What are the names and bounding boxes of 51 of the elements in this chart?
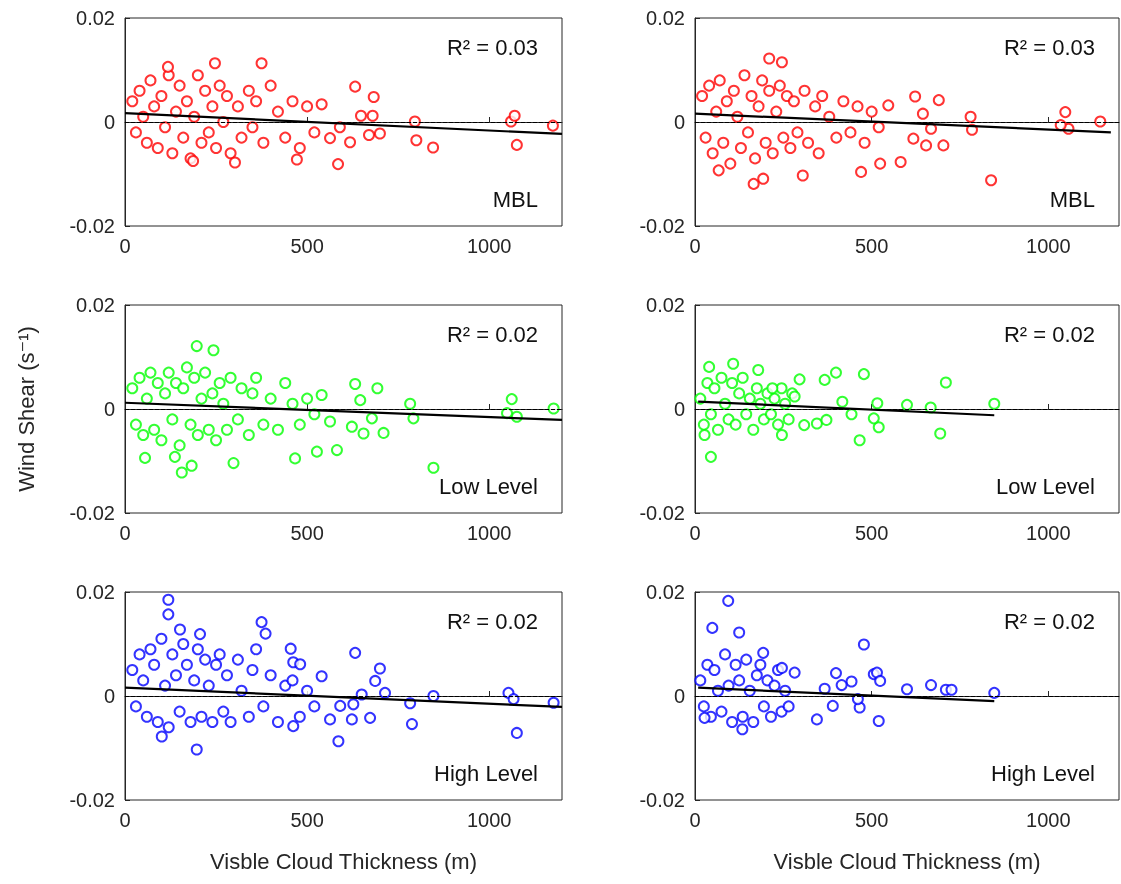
x-tick-label: 500 [854, 809, 889, 831]
annotation: R² = 0.02 [1003, 608, 1095, 634]
x-tick-label: 1000 [466, 809, 512, 831]
x-tick-label: 1000 [466, 522, 512, 544]
annotation: Low Level [438, 473, 538, 499]
annotation: R² = 0.02 [446, 608, 538, 634]
annotation: R² = 0.03 [446, 34, 538, 60]
x-tick-label: 1000 [1026, 522, 1071, 544]
x-tick-label: 500 [290, 809, 324, 831]
y-tick-label: -0.02 [69, 502, 115, 524]
x-tick-label: 500 [290, 235, 324, 257]
x-tick-label: 500 [290, 522, 324, 544]
y-tick-label: 0 [673, 398, 685, 420]
x-tick-label: 1000 [466, 235, 512, 257]
y-tick-label: 0 [103, 398, 115, 420]
x-axis-title: Visble Cloud Thickness (m) [210, 848, 477, 874]
y-tick-label: 0 [103, 685, 115, 707]
y-tick-label: 0.02 [76, 294, 115, 316]
y-tick-label: -0.02 [69, 215, 115, 237]
y-tick-label: -0.02 [639, 789, 685, 811]
annotation: MBL [1049, 186, 1095, 212]
y-tick-label: -0.02 [69, 789, 115, 811]
annotation: High Level [991, 760, 1095, 786]
x-tick-label: 0 [119, 235, 131, 257]
y-tick-label: 0.02 [646, 294, 685, 316]
annotation: High Level [434, 760, 538, 786]
x-tick-label: 0 [119, 522, 131, 544]
x-tick-label: 1000 [1026, 235, 1071, 257]
x-axis-title: Visble Cloud Thickness (m) [773, 848, 1041, 874]
y-tick-label: 0.02 [646, 581, 685, 603]
y-tick-label: 0 [673, 111, 685, 133]
y-axis-title: Wind Shear (s⁻¹) [13, 326, 39, 492]
y-tick-label: 0 [673, 685, 685, 707]
annotation: MBL [492, 186, 538, 212]
y-tick-label: 0.02 [646, 7, 685, 29]
y-tick-label: -0.02 [639, 502, 685, 524]
annotation: R² = 0.02 [446, 321, 538, 347]
y-tick-label: -0.02 [639, 215, 685, 237]
annotation: Low Level [995, 473, 1095, 499]
y-tick-label: 0 [103, 111, 115, 133]
annotation: R² = 0.03 [1003, 34, 1095, 60]
x-tick-label: 0 [689, 809, 701, 831]
x-tick-label: 1000 [1026, 809, 1071, 831]
x-tick-label: 500 [854, 235, 889, 257]
y-tick-label: 0.02 [76, 581, 115, 603]
x-tick-label: 0 [689, 235, 701, 257]
y-tick-label: 0.02 [76, 7, 115, 29]
x-tick-label: 500 [854, 522, 889, 544]
x-tick-label: 0 [689, 522, 701, 544]
x-tick-label: 0 [119, 809, 131, 831]
annotation: R² = 0.02 [1003, 321, 1095, 347]
